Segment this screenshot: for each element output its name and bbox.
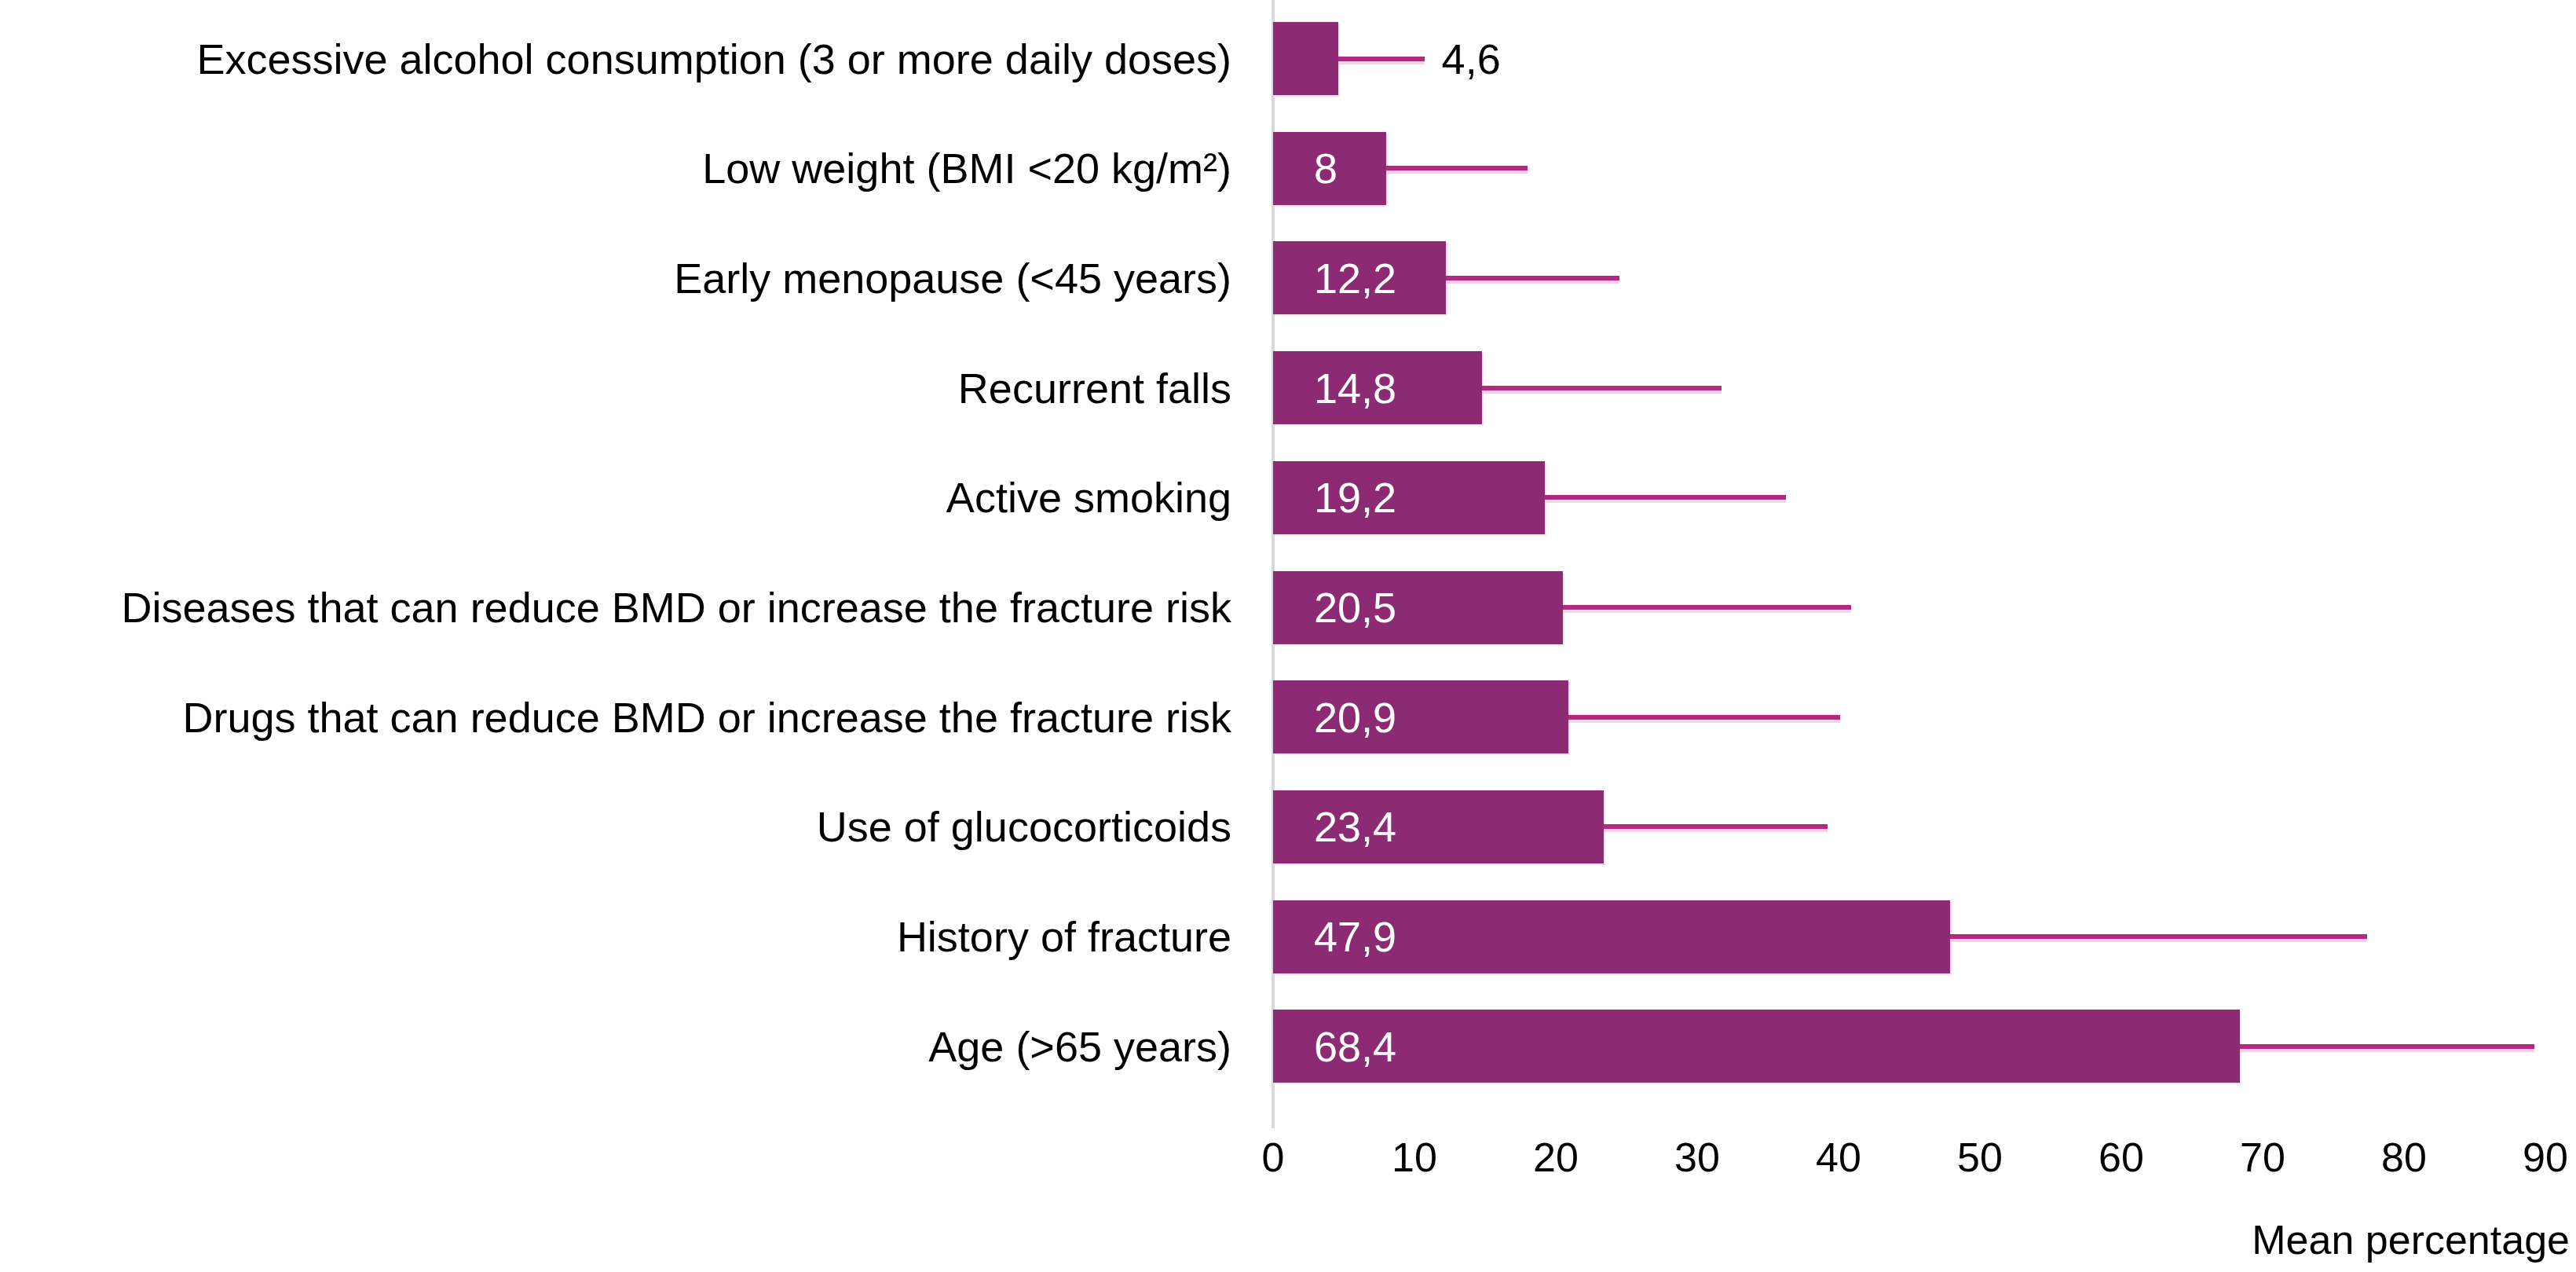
x-axis-tick-label: 10 [1392, 1134, 1437, 1181]
x-axis-tick-label: 90 [2523, 1134, 2568, 1181]
error-bar [1604, 824, 1827, 829]
chart-row: Excessive alcohol consumption (3 or more… [0, 22, 2576, 95]
value-label: 4,6 [1442, 22, 1501, 95]
bar [1273, 1010, 2240, 1083]
error-bar [1563, 605, 1851, 610]
error-bar [1545, 495, 1787, 500]
x-axis-tick-label: 70 [2240, 1134, 2285, 1181]
error-bar [1338, 57, 1425, 61]
value-label: 20,9 [1314, 680, 1396, 753]
error-bar [1446, 276, 1619, 280]
error-bar [1568, 715, 1840, 720]
x-axis-tick-label: 60 [2098, 1134, 2144, 1181]
x-axis-tick-label: 20 [1533, 1134, 1579, 1181]
bar [1273, 22, 1338, 95]
x-axis-tick-label: 0 [1262, 1134, 1285, 1181]
value-label: 14,8 [1314, 351, 1396, 424]
chart-row: Use of glucocorticoids 23,4 [0, 790, 2576, 863]
category-label: Early menopause (<45 years) [674, 241, 1231, 314]
category-label: Active smoking [946, 461, 1231, 534]
x-axis-tick-label: 50 [1957, 1134, 2003, 1181]
error-bar [1482, 386, 1721, 390]
category-label: History of fracture [897, 900, 1231, 973]
value-label: 47,9 [1314, 900, 1396, 973]
category-label: Excessive alcohol consumption (3 or more… [196, 22, 1231, 95]
category-label: Recurrent falls [958, 351, 1231, 424]
category-label: Drugs that can reduce BMD or increase th… [182, 680, 1231, 753]
chart-row: Age (>65 years) 68,4 [0, 1010, 2576, 1083]
category-label: Low weight (BMI <20 kg/m²) [702, 132, 1231, 205]
bar-chart: Excessive alcohol consumption (3 or more… [0, 0, 2576, 1272]
category-label: Age (>65 years) [928, 1010, 1231, 1083]
chart-row: Diseases that can reduce BMD or increase… [0, 571, 2576, 644]
category-label: Diseases that can reduce BMD or increase… [121, 571, 1231, 644]
chart-row: Drugs that can reduce BMD or increase th… [0, 680, 2576, 753]
value-label: 68,4 [1314, 1010, 1396, 1083]
value-label: 23,4 [1314, 790, 1396, 863]
category-label: Use of glucocorticoids [817, 790, 1231, 863]
chart-row: Recurrent falls 14,8 [0, 351, 2576, 424]
x-axis-tick-label: 40 [1816, 1134, 1861, 1181]
chart-row: History of fracture 47,9 [0, 900, 2576, 973]
x-axis-title: Mean percentage [2252, 1216, 2570, 1263]
chart-row: Low weight (BMI <20 kg/m²) 8 [0, 132, 2576, 205]
error-bar [2240, 1044, 2534, 1049]
chart-row: Early menopause (<45 years) 12,2 [0, 241, 2576, 314]
x-axis-tick-label: 30 [1674, 1134, 1720, 1181]
value-label: 12,2 [1314, 241, 1396, 314]
error-bar [1950, 934, 2367, 939]
value-label: 20,5 [1314, 571, 1396, 644]
value-label: 8 [1314, 132, 1337, 205]
value-label: 19,2 [1314, 461, 1396, 534]
x-axis-tick-label: 80 [2381, 1134, 2427, 1181]
chart-row: Active smoking 19,2 [0, 461, 2576, 534]
error-bar [1386, 166, 1528, 170]
